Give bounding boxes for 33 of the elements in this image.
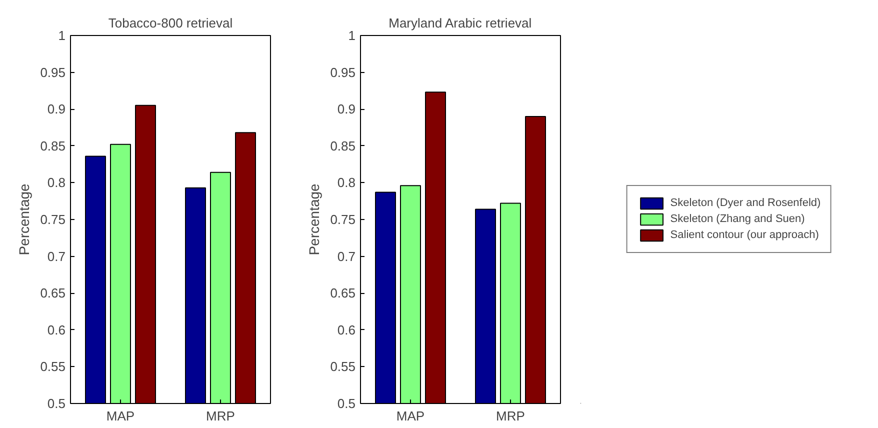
y-tick-label: 1 bbox=[348, 28, 356, 43]
chart-title: Tobacco-800 retrieval bbox=[108, 16, 233, 30]
y-tick-label: 0.5 bbox=[47, 396, 66, 411]
y-tick-label: 0.65 bbox=[40, 286, 66, 301]
chart-title: Maryland Arabic retrieval bbox=[388, 16, 532, 30]
y-tick-label: 0.95 bbox=[40, 64, 66, 80]
y-tick-label: 0.55 bbox=[40, 359, 66, 374]
y-tick-label: 0.5 bbox=[337, 396, 356, 411]
y-tick-label: 0.9 bbox=[337, 102, 356, 117]
y-tick-label: 0.65 bbox=[330, 286, 356, 301]
x-tick-label: MAP bbox=[106, 408, 135, 424]
y-tick-label: 0.6 bbox=[47, 322, 66, 338]
x-tick-label: MRP bbox=[496, 408, 525, 424]
y-tick-label: 0.85 bbox=[330, 138, 356, 154]
y-tick-label: 0.7 bbox=[47, 248, 66, 264]
y-axis-title: Percentage bbox=[306, 183, 322, 256]
y-tick-label: 0.75 bbox=[40, 212, 66, 227]
y-tick-label: 0.8 bbox=[47, 175, 66, 190]
y-tick-label: 0.7 bbox=[337, 248, 356, 264]
legend-label: Salient contour (our approach) bbox=[670, 229, 819, 241]
y-tick-label: 0.85 bbox=[40, 138, 66, 154]
y-tick-label: 1 bbox=[58, 28, 66, 43]
legend-label: Skeleton (Dyer and Rosenfeld) bbox=[670, 197, 821, 209]
y-tick-label: 0.6 bbox=[337, 322, 356, 338]
y-tick-label: 0.75 bbox=[330, 212, 356, 227]
x-tick-label: MAP bbox=[396, 408, 425, 424]
y-tick-label: 0.95 bbox=[330, 64, 356, 80]
y-tick-label: 0.9 bbox=[47, 102, 66, 117]
y-tick-label: 0.55 bbox=[330, 359, 356, 374]
x-tick-label: MRP bbox=[206, 408, 235, 424]
y-axis-title: Percentage bbox=[16, 183, 32, 256]
legend-label: Skeleton (Zhang and Suen) bbox=[670, 213, 805, 225]
y-tick-label: 0.8 bbox=[337, 175, 356, 190]
